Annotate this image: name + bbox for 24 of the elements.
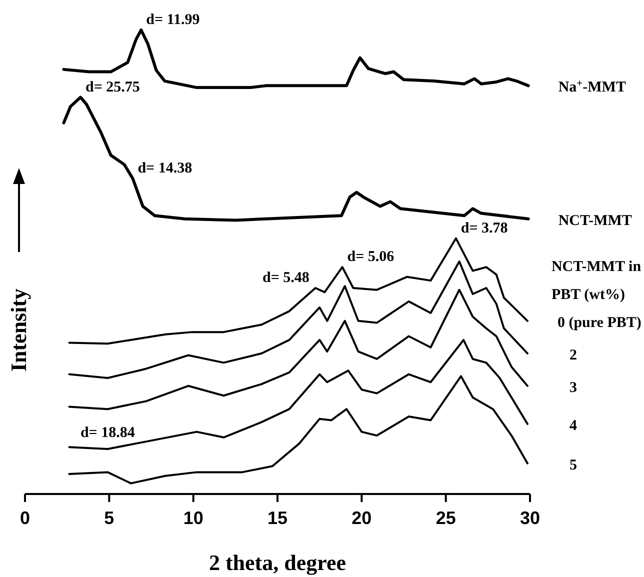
y-axis-title: Intensity (6, 288, 31, 372)
annotation: d= 11.99 (146, 12, 200, 28)
x-tick-label: 15 (267, 508, 288, 528)
x-tick-label: 30 (520, 508, 540, 528)
text: 4 (569, 418, 578, 434)
annotation: d= 3.78 (460, 220, 508, 236)
x-tick-label: 10 (183, 508, 204, 528)
annotation: d= 25.75 (86, 79, 140, 96)
text: 3 (569, 380, 577, 396)
x-tick-label: 0 (20, 508, 30, 528)
annotation: d= 5.06 (347, 249, 395, 266)
text: Na$^{+}$-MMT (558, 78, 626, 96)
text: NCT-MMT (558, 212, 632, 229)
legend-title: NCT-MMT in PBT (wt%) (551, 258, 642, 303)
annotation: d= 18.84 (80, 424, 136, 441)
text: 2 (569, 347, 577, 364)
x-tick-label: 20 (352, 508, 372, 528)
x-tick-label: 5 (104, 508, 114, 528)
x-axis-title: 2 theta, degree (208, 550, 346, 575)
annotation: d= 14.38 (138, 160, 192, 176)
x-tick-label: 25 (436, 508, 456, 528)
text: 0 (pure PBT) (557, 314, 642, 331)
annotation: d= 5.48 (262, 270, 310, 286)
text: 5 (569, 457, 577, 474)
